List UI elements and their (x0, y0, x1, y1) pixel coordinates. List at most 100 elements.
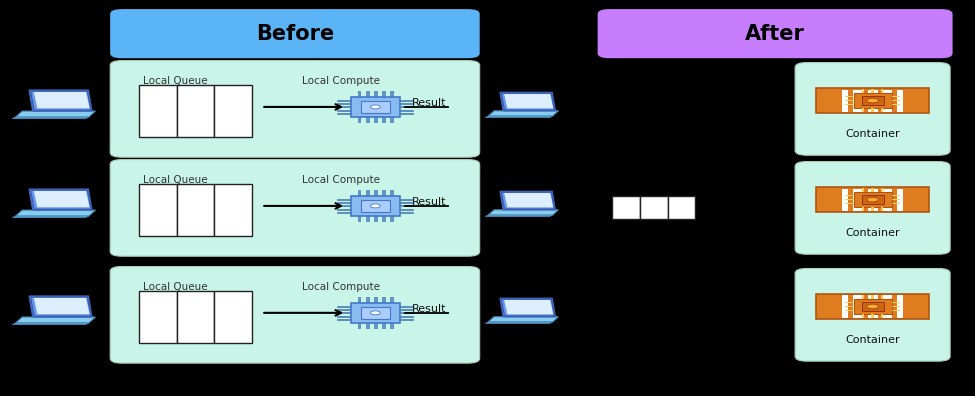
Bar (872, 314, 874, 318)
Text: Result: Result (411, 304, 447, 314)
Bar (881, 314, 883, 318)
Bar (845, 310, 854, 311)
FancyBboxPatch shape (361, 200, 389, 211)
FancyBboxPatch shape (351, 303, 400, 323)
FancyBboxPatch shape (361, 307, 389, 318)
Bar (382, 297, 385, 303)
Text: Local Queue: Local Queue (143, 175, 208, 185)
Bar (390, 91, 393, 97)
Bar (400, 202, 413, 203)
Bar (862, 295, 864, 299)
Polygon shape (16, 317, 96, 323)
Text: Container: Container (845, 129, 900, 139)
Bar (862, 108, 864, 112)
Bar (337, 316, 351, 317)
Bar (390, 190, 393, 196)
Bar (881, 208, 883, 211)
Bar (337, 306, 351, 307)
Bar (845, 203, 854, 204)
Bar (891, 203, 900, 204)
Bar (886, 188, 892, 211)
Text: Local Compute: Local Compute (302, 175, 380, 185)
Bar (400, 199, 413, 200)
Bar (390, 323, 393, 328)
Polygon shape (500, 92, 556, 111)
Bar (374, 216, 376, 221)
FancyBboxPatch shape (816, 88, 929, 113)
Bar (872, 108, 874, 112)
Bar (382, 117, 385, 122)
Bar (214, 85, 252, 137)
Polygon shape (504, 94, 553, 109)
Bar (857, 295, 863, 318)
Bar (882, 89, 888, 112)
Bar (868, 295, 874, 318)
Circle shape (867, 197, 878, 202)
Polygon shape (500, 191, 556, 210)
Bar (845, 104, 854, 105)
Bar (842, 188, 848, 211)
Bar (358, 190, 361, 196)
Bar (897, 188, 903, 211)
Bar (845, 96, 854, 97)
Bar (337, 103, 351, 104)
FancyBboxPatch shape (862, 195, 883, 204)
Bar (845, 195, 854, 196)
Polygon shape (13, 117, 89, 119)
Bar (868, 89, 874, 112)
Bar (366, 190, 369, 196)
FancyBboxPatch shape (351, 196, 400, 216)
FancyBboxPatch shape (110, 160, 480, 256)
Bar (400, 306, 413, 307)
Bar (668, 196, 695, 219)
Bar (640, 196, 668, 219)
Bar (358, 91, 361, 97)
Text: After: After (745, 24, 805, 44)
Polygon shape (488, 111, 559, 116)
Text: Local Queue: Local Queue (143, 282, 208, 292)
Bar (139, 184, 176, 236)
FancyBboxPatch shape (110, 9, 480, 58)
Bar (374, 297, 376, 303)
Bar (214, 184, 252, 236)
Bar (882, 188, 888, 211)
Text: Result: Result (411, 197, 447, 207)
Polygon shape (16, 210, 96, 216)
Bar (872, 188, 874, 192)
Bar (358, 323, 361, 328)
Bar (176, 184, 214, 236)
Bar (366, 216, 369, 221)
FancyBboxPatch shape (351, 97, 400, 117)
Bar (853, 89, 859, 112)
Bar (400, 212, 413, 213)
Bar (139, 291, 176, 343)
Bar (390, 297, 393, 303)
Bar (390, 117, 393, 122)
Bar (374, 91, 376, 97)
Bar (358, 216, 361, 221)
Bar (842, 295, 848, 318)
Bar (881, 108, 883, 112)
Polygon shape (486, 116, 553, 118)
Polygon shape (488, 317, 559, 322)
Bar (862, 188, 864, 192)
Text: Container: Container (845, 335, 900, 345)
Bar (337, 202, 351, 203)
Polygon shape (29, 90, 92, 111)
Polygon shape (29, 296, 92, 317)
Bar (872, 188, 878, 211)
Circle shape (867, 98, 878, 103)
Text: Local Compute: Local Compute (302, 76, 380, 86)
FancyBboxPatch shape (862, 96, 883, 105)
Bar (897, 89, 903, 112)
Bar (891, 306, 900, 307)
Bar (872, 295, 878, 318)
FancyBboxPatch shape (796, 63, 950, 155)
Bar (862, 89, 864, 93)
Bar (400, 103, 413, 104)
Bar (872, 208, 874, 211)
Bar (382, 323, 385, 328)
FancyBboxPatch shape (110, 267, 480, 363)
Bar (872, 89, 874, 93)
Bar (382, 190, 385, 196)
